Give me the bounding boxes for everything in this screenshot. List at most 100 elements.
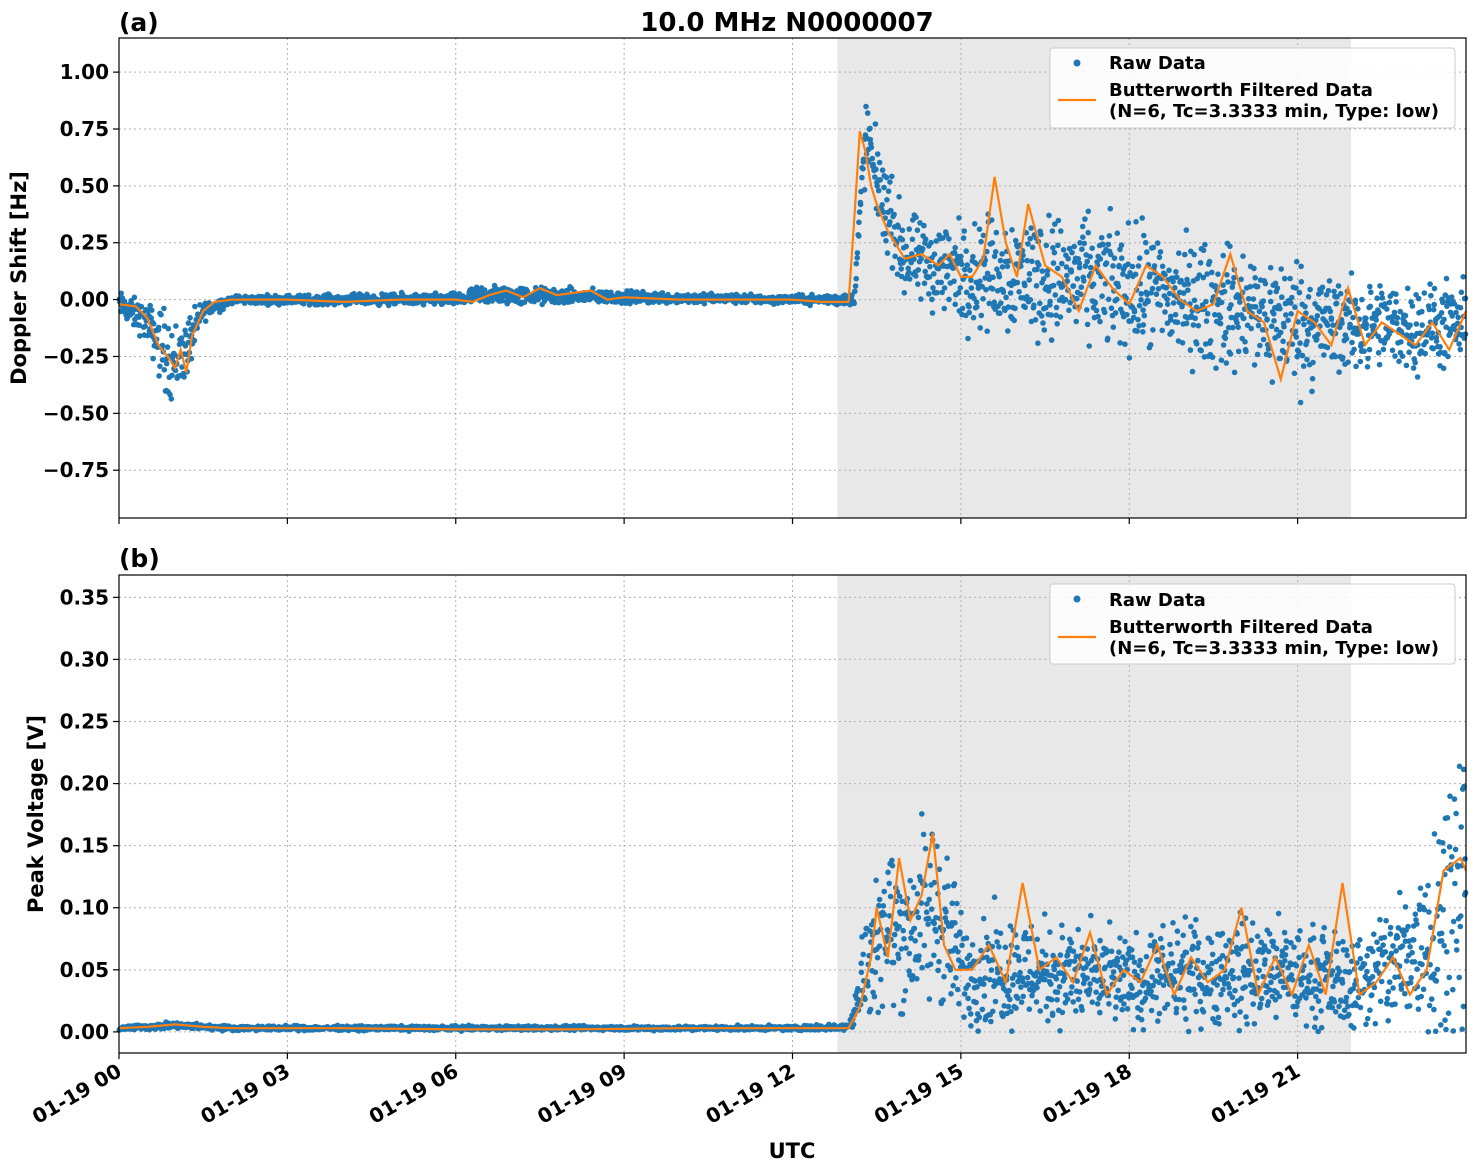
raw-data-point [1303,995,1309,1001]
y-tick-label: 0.75 [60,117,109,141]
raw-data-point [945,883,951,889]
raw-data-point [1064,996,1071,1002]
raw-data-point [1173,269,1179,275]
raw-data-point [1276,993,1283,1000]
raw-data-point [1318,289,1324,296]
raw-data-point [1235,951,1242,957]
raw-data-point [1260,298,1267,304]
raw-data-point [996,273,1003,280]
raw-data-point [1188,923,1194,930]
raw-data-point [1438,310,1445,316]
raw-data-point [944,855,950,861]
raw-data-point [1058,228,1064,234]
raw-data-point [872,969,879,976]
raw-data-point [1289,294,1295,301]
raw-data-point [1352,297,1359,304]
raw-data-point [1264,317,1270,323]
raw-data-point [1138,1007,1144,1013]
raw-data-point [1049,1010,1056,1017]
raw-data-point [1007,290,1014,296]
raw-data-point [1037,1008,1043,1014]
raw-data-point [1047,929,1053,935]
raw-data-point [1277,355,1283,362]
raw-data-point [1154,240,1161,246]
raw-data-point [1445,353,1451,360]
raw-data-point [1154,968,1161,974]
raw-data-point [1361,348,1367,355]
raw-data-point [915,281,921,287]
raw-data-point [856,209,863,215]
raw-data-point [1265,999,1272,1005]
raw-data-point [1433,338,1440,345]
raw-data-point [1414,374,1421,380]
raw-data-point [1345,359,1351,366]
raw-data-point [1271,311,1277,317]
raw-data-point [1075,996,1082,1003]
raw-data-point [1050,260,1057,266]
raw-data-point [1419,322,1425,328]
raw-data-point [1137,989,1143,995]
raw-data-point [1111,255,1118,261]
raw-data-point [1159,944,1165,951]
raw-data-point [1073,318,1079,325]
raw-data-point [885,869,891,876]
raw-data-point [1057,952,1064,958]
raw-data-point [1074,276,1081,282]
raw-data-point [1293,285,1299,291]
raw-data-point [1237,299,1243,305]
raw-data-point [974,304,980,310]
raw-data-point [1241,315,1247,322]
raw-data-point [952,244,958,251]
raw-data-point [1262,280,1269,287]
raw-data-point [1135,316,1141,323]
raw-data-point [1279,294,1285,300]
raw-data-point [1223,329,1229,336]
raw-data-point [879,1003,886,1010]
raw-data-point [1118,242,1125,248]
raw-data-point [867,125,873,132]
raw-data-point [869,155,876,162]
raw-data-point [1174,928,1181,934]
raw-data-point [1310,359,1316,366]
raw-data-point [1084,307,1090,313]
raw-data-point [1140,329,1146,335]
raw-data-point [1371,322,1377,329]
raw-data-point [961,991,968,997]
raw-data-point [1227,243,1233,250]
raw-data-point [967,1011,974,1017]
raw-data-point [853,260,860,267]
raw-data-point [1230,974,1237,981]
raw-data-point [1029,244,1036,251]
raw-data-point [859,174,865,181]
raw-data-point [1069,984,1075,990]
raw-data-point [915,267,922,273]
raw-data-point [1193,1008,1200,1015]
raw-data-point [1225,279,1231,285]
raw-data-point [1112,1016,1119,1022]
raw-data-point [864,110,871,116]
raw-data-point [928,906,935,912]
raw-data-point [1142,239,1149,246]
raw-data-point [922,268,928,275]
raw-data-point [1198,347,1204,354]
raw-data-point [988,1018,994,1025]
raw-data-point [941,973,947,980]
raw-data-point [1231,1012,1238,1019]
raw-data-point [158,311,164,318]
raw-data-point [1114,230,1121,236]
raw-data-point [881,911,888,918]
raw-data-point [938,279,944,286]
raw-data-point [854,250,861,256]
raw-data-point [1394,320,1400,327]
raw-data-point [1274,285,1281,291]
raw-data-point [990,274,996,281]
raw-data-point [1253,958,1259,964]
raw-data-point [1402,312,1409,319]
raw-data-point [1064,272,1070,279]
raw-data-point [1004,263,1011,270]
raw-data-point [1104,335,1111,342]
raw-data-point [957,285,964,291]
raw-data-point [852,283,859,289]
raw-data-point [1084,321,1091,328]
raw-data-point [1293,963,1300,969]
